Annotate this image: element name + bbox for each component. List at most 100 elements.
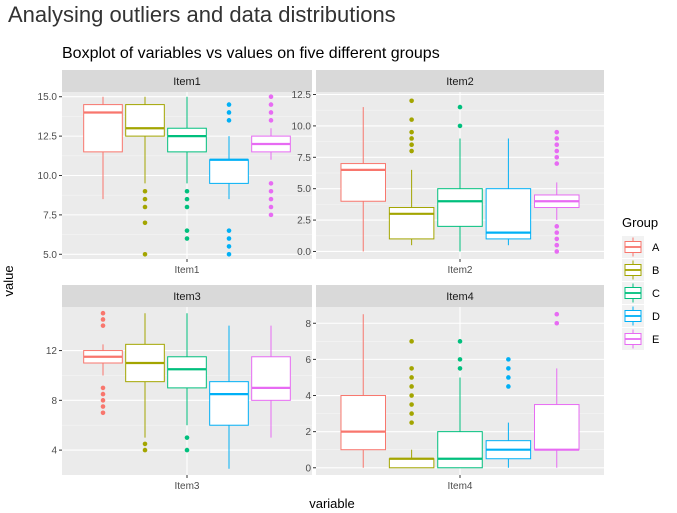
outlier-point (409, 402, 414, 407)
outlier-point (409, 420, 414, 425)
box (167, 356, 207, 389)
box-group-d (209, 102, 249, 257)
y-tick-label: 12 (46, 346, 58, 357)
y-tick-label: 7.5 (297, 153, 311, 164)
y-tick-label: 15.0 (38, 92, 58, 103)
outlier-point (142, 188, 148, 194)
facet-strip (62, 285, 312, 307)
box (388, 207, 435, 240)
outlier-point (409, 384, 414, 389)
legend-entry-a: A (622, 236, 660, 258)
outlier-point (554, 161, 560, 166)
outlier-point (184, 447, 190, 453)
outlier-point (268, 102, 274, 107)
y-tick-label: 6 (305, 355, 311, 366)
y-tick-label: 8 (305, 319, 311, 330)
box-group-c (437, 339, 483, 469)
outlier-point (409, 129, 414, 135)
outlier-point (409, 366, 414, 371)
outlier-point (554, 148, 560, 154)
facet-item4: Item4 0 2 4 6 8 Item4 (305, 285, 604, 492)
box-group-a (83, 96, 123, 200)
box (167, 127, 207, 153)
y-tick-label: 8 (51, 396, 57, 407)
outlier-point (142, 251, 148, 257)
legend-title: Group (622, 215, 658, 230)
y-tick-label: 12.5 (292, 90, 312, 101)
outlier-point (409, 98, 414, 104)
box-group-c (167, 96, 207, 241)
box (437, 188, 483, 227)
outlier-point (554, 142, 560, 148)
legend-label: A (652, 242, 660, 254)
y-tick-label: 2.5 (297, 216, 311, 227)
box-group-b (388, 339, 435, 469)
y-tick-label: 12.5 (38, 132, 58, 143)
outlier-point (142, 204, 148, 210)
legend-label: E (652, 334, 659, 346)
legend-entry-c: C (622, 282, 660, 304)
outlier-point (409, 117, 414, 122)
outlier-point (184, 228, 190, 233)
outlier-point (457, 104, 463, 110)
outlier-point (554, 154, 560, 160)
box-group-e (251, 325, 291, 438)
y-tick-label: 4 (51, 446, 57, 457)
box (388, 458, 435, 469)
outlier-point (100, 385, 106, 391)
box (340, 395, 386, 451)
outlier-point (409, 148, 414, 154)
outlier-point (142, 196, 148, 202)
legend-entry-b: B (622, 259, 659, 281)
box-group-a (340, 314, 386, 468)
box-group-d (209, 325, 249, 469)
outlier-point (506, 384, 511, 389)
y-tick-label: 2 (305, 427, 311, 438)
facet-panels: Item1 5.0 7.5 10.0 12.5 15.0 Item1 Item2 0.0 2.5 5… (38, 70, 604, 492)
facet-strip (316, 285, 604, 307)
facet-item1: Item1 5.0 7.5 10.0 12.5 15.0 Item1 (38, 70, 312, 276)
outlier-point (100, 404, 106, 409)
outlier-point (268, 181, 274, 186)
outlier-point (268, 94, 274, 100)
outlier-point (554, 249, 560, 254)
box-group-e (534, 129, 580, 254)
outlier-point (554, 242, 560, 248)
y-axis-title: value (1, 265, 16, 296)
box-group-a (83, 310, 123, 416)
outlier-point (226, 102, 232, 107)
outlier-point (100, 310, 106, 316)
outlier-point (226, 244, 232, 249)
outlier-point (268, 196, 274, 202)
chart-title: Boxplot of variables vs values on five d… (62, 45, 440, 62)
outlier-point (184, 236, 190, 241)
outlier-point (226, 236, 232, 241)
facet-item3: Item3 4 8 12 Item3 (46, 285, 312, 492)
outlier-point (268, 204, 274, 210)
y-tick-label: 10.0 (38, 171, 58, 182)
box-group-b (125, 96, 165, 257)
outlier-point (506, 366, 511, 371)
box (437, 431, 483, 469)
outlier-point (268, 110, 274, 115)
box-group-d (485, 138, 532, 246)
legend-entry-d: D (622, 305, 660, 327)
page-title: Analysing outliers and data distribution… (8, 2, 396, 27)
box (534, 404, 580, 451)
facet-strip-label: Item3 (173, 291, 201, 303)
outlier-point (226, 118, 232, 123)
facet-strip-label: Item4 (446, 291, 474, 303)
outlier-point (457, 357, 463, 362)
facet-strip-label: Item1 (173, 76, 201, 88)
outlier-point (142, 220, 148, 226)
box-group-c (167, 313, 207, 453)
y-tick-label: 0.0 (297, 247, 311, 258)
legend-label: C (652, 288, 660, 300)
y-tick-label: 5.0 (297, 184, 311, 195)
outlier-point (409, 411, 414, 416)
outlier-point (226, 228, 232, 233)
outlier-point (409, 393, 414, 398)
outlier-point (554, 311, 560, 317)
